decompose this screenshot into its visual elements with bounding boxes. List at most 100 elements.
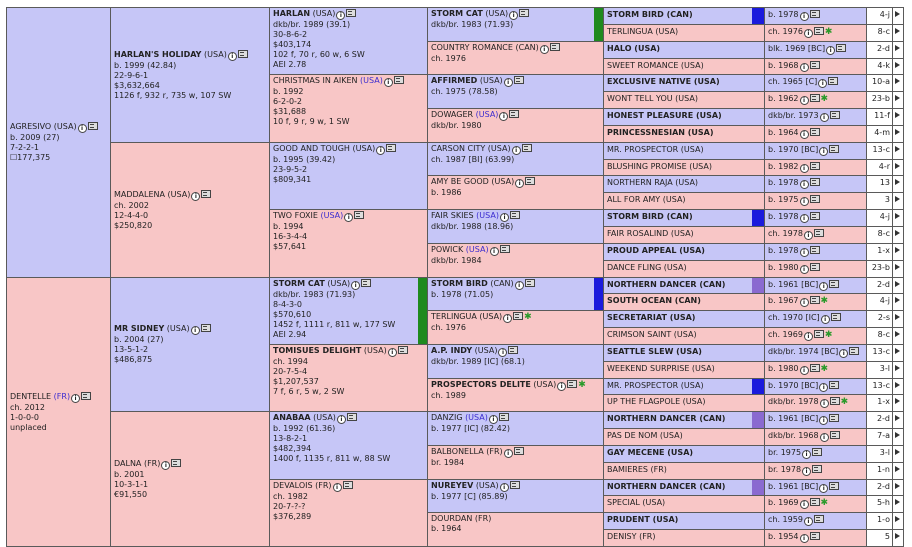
info-icon[interactable]: i — [539, 45, 549, 54]
book-icon[interactable] — [509, 110, 520, 118]
expand-arrow-icon[interactable] — [892, 479, 904, 496]
horse-name-link[interactable]: SOUTH OCEAN (CAN) — [607, 296, 701, 305]
horse-name-link[interactable]: PAS DE NOM (USA) — [607, 431, 683, 440]
expand-arrow-icon[interactable] — [892, 293, 904, 311]
info-icon[interactable]: i — [488, 415, 498, 424]
expand-arrow-icon[interactable] — [892, 41, 904, 59]
pedigree-cell-g5[interactable]: NORTHERN DANCER (CAN) — [603, 479, 765, 496]
pedigree-cell-g2[interactable]: MADDALENA (USA) i ch. 2002 12-4-4-0 $250,820 — [110, 142, 270, 278]
pedigree-cell-g3[interactable]: TWO FOXIE (USA) i b. 1994 16-3-4-4 $57,641 — [269, 209, 428, 278]
horse-name-link[interactable]: AMY BE GOOD — [431, 177, 489, 186]
book-icon[interactable] — [809, 212, 820, 220]
horse-name-link[interactable]: TERLINGUA — [431, 312, 477, 321]
info-icon[interactable]: i — [503, 78, 513, 87]
pedigree-cell-g2[interactable]: HARLAN'S HOLIDAY (USA) i b. 1999 (42.84) 22… — [110, 7, 270, 143]
book-icon[interactable] — [87, 122, 98, 130]
horse-name-link[interactable]: DOWAGER — [431, 110, 474, 119]
book-icon[interactable] — [519, 9, 530, 17]
pedigree-cell-g3[interactable]: TOMISUES DELIGHT (USA) i ch. 1994 20-7-5-4 $… — [269, 344, 428, 412]
expand-arrow-icon[interactable] — [892, 529, 904, 547]
pedigree-cell-g5[interactable]: MR. PROSPECTOR (USA) — [603, 142, 765, 160]
pedigree-cell-g3[interactable]: HARLAN (USA) i dkb/br. 1989 (39.1) 30-8-6-2… — [269, 7, 428, 75]
expand-arrow-icon[interactable] — [892, 260, 904, 278]
expand-arrow-icon[interactable] — [892, 462, 904, 480]
info-icon[interactable]: i — [818, 79, 828, 88]
info-icon[interactable]: i — [509, 11, 519, 20]
pedigree-cell-g4[interactable]: FAIR SKIES (USA) i dkb/br. 1988 (18.96) — [427, 209, 604, 244]
horse-name-link[interactable]: DALNA — [114, 458, 142, 468]
pedigree-cell-g3[interactable]: DEVALOIS (FR) i ch. 1982 20-7-?-? $376,289 — [269, 479, 428, 547]
expand-arrow-icon[interactable] — [892, 445, 904, 463]
book-icon[interactable] — [513, 76, 524, 84]
book-icon[interactable] — [809, 162, 820, 170]
pedigree-cell-g5[interactable]: NORTHERN DANCER (CAN) — [603, 277, 765, 294]
info-icon[interactable]: i — [332, 483, 342, 492]
pedigree-cell-g4[interactable]: DOURDAN (FR) b. 1964 — [427, 512, 604, 547]
pedigree-cell-g4[interactable]: CARSON CITY (USA) i ch. 1987 [BI] (63.99) — [427, 142, 604, 176]
expand-arrow-icon[interactable] — [892, 327, 904, 345]
info-icon[interactable]: i — [799, 164, 809, 173]
book-icon[interactable] — [813, 515, 824, 523]
info-icon[interactable]: i — [799, 534, 809, 543]
info-icon[interactable]: i — [799, 298, 809, 307]
pedigree-cell-g5[interactable]: WEEKEND SURPRISE (USA) — [603, 361, 765, 379]
book-icon[interactable] — [813, 27, 824, 35]
book-icon[interactable] — [809, 263, 820, 271]
info-icon[interactable]: i — [803, 332, 813, 341]
horse-name-link[interactable]: TERLINGUA (USA) — [607, 27, 679, 36]
book-icon[interactable] — [809, 195, 820, 203]
horse-name-link[interactable]: NORTHERN DANCER (CAN) — [607, 414, 726, 423]
book-icon[interactable] — [171, 458, 182, 467]
expand-arrow-icon[interactable] — [892, 378, 904, 395]
book-icon[interactable] — [829, 414, 840, 422]
book-icon[interactable] — [813, 330, 824, 338]
pedigree-cell-g5[interactable]: SECRETARIAT (USA) — [603, 310, 765, 328]
horse-name-link[interactable]: ANABAA — [273, 413, 311, 422]
expand-arrow-icon[interactable] — [892, 192, 904, 210]
horse-name-link[interactable]: HONEST PLEASURE (USA) — [607, 111, 722, 120]
info-icon[interactable]: i — [376, 146, 386, 155]
pedigree-cell-g4[interactable]: PROSPECTORS DELITE (USA) i ✱ ch. 1989 — [427, 378, 604, 412]
info-icon[interactable]: i — [499, 483, 509, 492]
info-icon[interactable]: i — [499, 213, 509, 222]
horse-name-link[interactable]: NORTHERN DANCER (CAN) — [607, 280, 726, 289]
pedigree-cell-g5[interactable]: MR. PROSPECTOR (USA) — [603, 378, 765, 395]
pedigree-cell-g4[interactable]: STORM BIRD (CAN) i b. 1978 (71.05) — [427, 277, 604, 311]
info-icon[interactable]: i — [820, 315, 830, 324]
info-icon[interactable]: i — [515, 179, 525, 188]
horse-name-link[interactable]: GAY MECENE (USA) — [607, 448, 694, 457]
info-icon[interactable]: i — [351, 281, 361, 290]
book-icon[interactable] — [809, 246, 820, 254]
book-icon[interactable] — [829, 145, 840, 153]
book-icon[interactable] — [361, 279, 372, 287]
info-icon[interactable]: i — [383, 78, 393, 87]
book-icon[interactable] — [809, 296, 820, 304]
horse-name-link[interactable]: PROUD APPEAL (USA) — [607, 246, 705, 255]
horse-name-link[interactable]: HALO (USA) — [607, 44, 661, 53]
book-icon[interactable] — [809, 498, 820, 506]
pedigree-cell-g5[interactable]: UP THE FLAGPOLE (USA) — [603, 394, 765, 412]
pedigree-cell-g4[interactable]: COUNTRY ROMANCE (CAN) i ch. 1976 — [427, 41, 604, 75]
pedigree-cell-g5[interactable]: CRIMSON SAINT (USA) — [603, 327, 765, 345]
book-icon[interactable] — [549, 43, 560, 51]
book-icon[interactable] — [354, 211, 365, 219]
pedigree-cell-g1[interactable]: AGRESIVO (USA) i b. 2009 (27) 7-2-2-1 ☐177,3… — [6, 7, 111, 278]
book-icon[interactable] — [809, 10, 820, 18]
info-icon[interactable]: i — [819, 416, 829, 425]
info-icon[interactable]: i — [191, 191, 201, 201]
expand-arrow-icon[interactable] — [892, 159, 904, 176]
book-icon[interactable] — [237, 49, 248, 58]
horse-name-link[interactable]: GOOD AND TOUGH — [273, 144, 350, 153]
horse-name-link[interactable]: DENISY (FR) — [607, 532, 656, 541]
horse-name-link[interactable]: STORM CAT — [273, 279, 325, 288]
horse-name-link[interactable]: BAMIERES (FR) — [607, 465, 667, 474]
info-icon[interactable]: i — [819, 147, 829, 156]
horse-name-link[interactable]: CRIMSON SAINT (USA) — [607, 330, 697, 339]
book-icon[interactable] — [809, 364, 820, 372]
info-icon[interactable]: i — [819, 113, 829, 122]
horse-name-link[interactable]: MR. PROSPECTOR (USA) — [607, 381, 704, 390]
pedigree-cell-g4[interactable]: AFFIRMED (USA) i ch. 1975 (78.58) — [427, 74, 604, 109]
book-icon[interactable] — [346, 9, 357, 17]
expand-arrow-icon[interactable] — [892, 125, 904, 143]
book-icon[interactable] — [812, 465, 823, 473]
